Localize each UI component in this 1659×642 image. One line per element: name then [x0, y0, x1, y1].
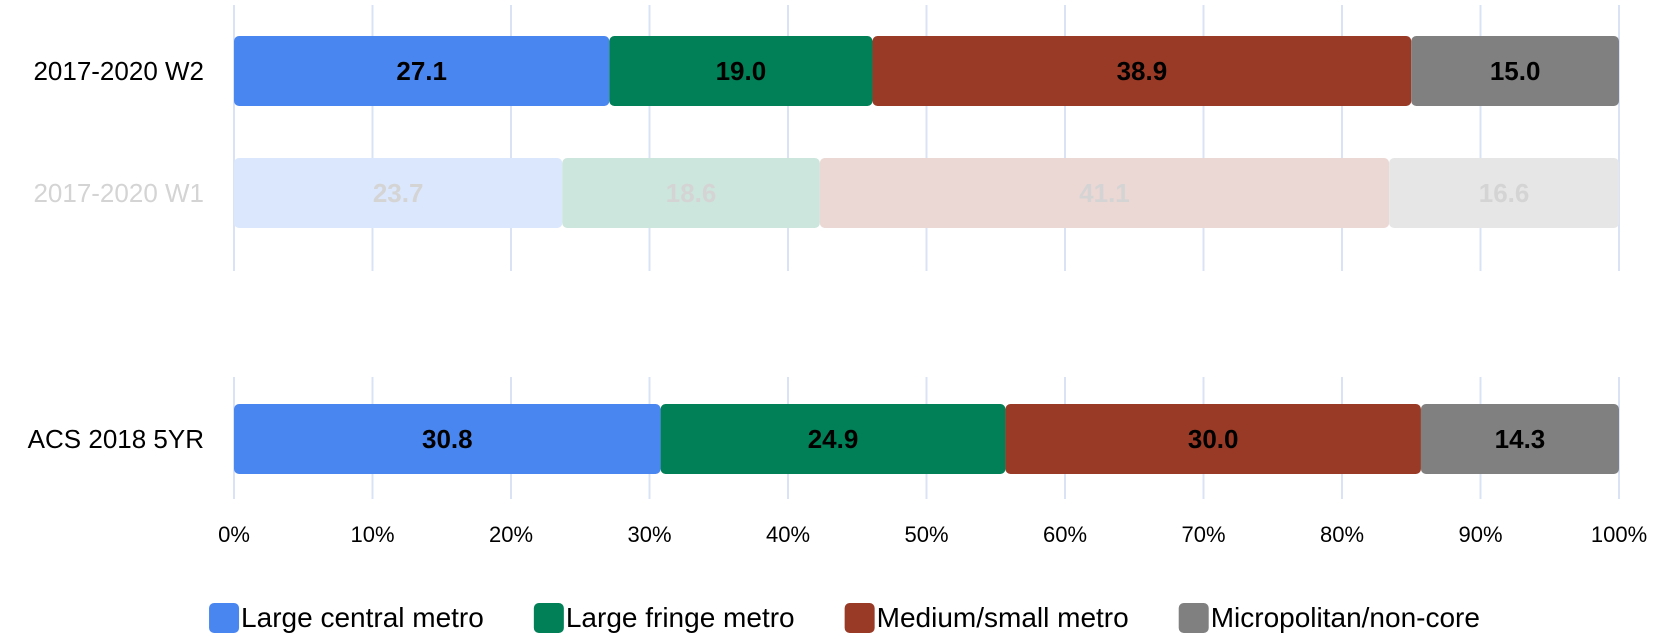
x-tick-label: 100%: [1591, 522, 1647, 547]
data-label: 15.0: [1490, 56, 1541, 86]
x-tick-label: 70%: [1181, 522, 1225, 547]
bar-segment: [1389, 158, 1619, 228]
bar-segment: [819, 158, 1390, 228]
legend-item: Large fringe metro: [533, 602, 795, 633]
x-tick-label: 60%: [1043, 522, 1087, 547]
bar-segment: [234, 158, 563, 228]
data-label: 16.6: [1479, 178, 1530, 208]
category-label: 2017-2020 W2: [33, 56, 204, 86]
bar-segment: [609, 36, 873, 106]
bar-segment: [1420, 404, 1619, 474]
data-label: 41.1: [1079, 178, 1130, 208]
data-label: 23.7: [373, 178, 424, 208]
legend-label: Medium/small metro: [877, 602, 1129, 633]
data-label: 19.0: [716, 56, 767, 86]
bar-segment: [234, 36, 610, 106]
legend-label: Micropolitan/non-core: [1211, 602, 1480, 633]
category-labels: 2017-2020 W2 2017-2020 W1 ACS 2018 5YR: [28, 56, 204, 454]
bar-segment: [1411, 36, 1619, 106]
legend-swatch: [844, 603, 875, 633]
x-tick-label: 10%: [350, 522, 394, 547]
data-label: 30.8: [422, 424, 473, 454]
category-label: 2017-2020 W1: [33, 178, 204, 208]
data-label: 38.9: [1117, 56, 1168, 86]
data-label: 24.9: [808, 424, 859, 454]
x-tick-label: 20%: [489, 522, 533, 547]
bars: 27.1 19.0 38.9 15.0 23.7 18.6 41.1 16.6 30.8 24.9…: [234, 36, 1619, 474]
legend-swatch: [533, 603, 564, 633]
bar-segment: [660, 404, 1006, 474]
data-label: 27.1: [396, 56, 447, 86]
x-tick-label: 80%: [1320, 522, 1364, 547]
data-label: 30.0: [1188, 424, 1239, 454]
x-axis-tick-labels: 0% 10% 20% 30% 40% 50% 60% 70% 80% 90% 100%: [218, 522, 1647, 547]
legend-item: Large central metro: [209, 602, 484, 633]
legend-swatch: [209, 603, 240, 633]
x-tick-label: 90%: [1458, 522, 1502, 547]
legend-swatch: [1178, 603, 1209, 633]
x-tick-label: 0%: [218, 522, 250, 547]
x-tick-label: 50%: [904, 522, 948, 547]
x-tick-label: 40%: [766, 522, 810, 547]
data-label: 14.3: [1495, 424, 1546, 454]
bar-segment: [1005, 404, 1421, 474]
category-label: ACS 2018 5YR: [28, 424, 204, 454]
bar-segment: [234, 404, 661, 474]
legend-label: Large fringe metro: [566, 602, 795, 633]
legend-item: Medium/small metro: [844, 602, 1129, 633]
legend: Large central metro Large fringe metro Med…: [209, 602, 1480, 633]
bar-segment: [872, 36, 1412, 106]
bar-segment: [562, 158, 820, 228]
legend-item: Micropolitan/non-core: [1178, 602, 1480, 633]
x-tick-label: 30%: [627, 522, 671, 547]
legend-label: Large central metro: [241, 602, 484, 633]
data-label: 18.6: [666, 178, 717, 208]
